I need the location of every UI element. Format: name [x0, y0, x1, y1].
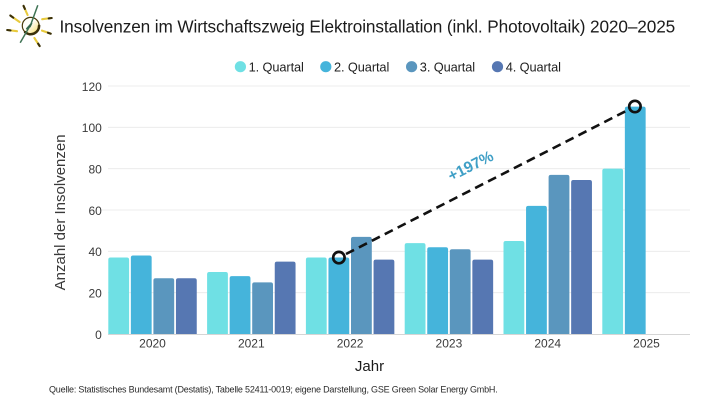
- svg-text:2022: 2022: [337, 336, 364, 350]
- svg-text:Anzahl der Insolvenzen: Anzahl der Insolvenzen: [52, 134, 69, 290]
- svg-text:0: 0: [95, 328, 102, 342]
- svg-text:4. Quartal: 4. Quartal: [506, 59, 561, 74]
- svg-text:20: 20: [88, 287, 102, 301]
- svg-text:Quelle: Statistisches Bundesam: Quelle: Statistisches Bundesamt (Destati…: [49, 384, 498, 394]
- svg-text:80: 80: [88, 163, 102, 177]
- svg-text:2021: 2021: [238, 336, 265, 350]
- svg-text:2. Quartal: 2. Quartal: [334, 59, 389, 74]
- svg-text:40: 40: [88, 245, 102, 259]
- svg-text:2020: 2020: [139, 336, 166, 350]
- svg-text:120: 120: [82, 80, 102, 94]
- svg-text:100: 100: [82, 121, 102, 135]
- svg-text:60: 60: [88, 204, 102, 218]
- svg-text:Insolvenzen im Wirtschaftszwei: Insolvenzen im Wirtschaftszweig Elektroi…: [60, 16, 676, 36]
- svg-text:3. Quartal: 3. Quartal: [420, 59, 475, 74]
- svg-text:2024: 2024: [534, 336, 561, 350]
- svg-text:Jahr: Jahr: [355, 358, 384, 375]
- svg-text:2025: 2025: [633, 336, 660, 350]
- svg-text:1. Quartal: 1. Quartal: [249, 59, 304, 74]
- svg-text:2023: 2023: [436, 336, 463, 350]
